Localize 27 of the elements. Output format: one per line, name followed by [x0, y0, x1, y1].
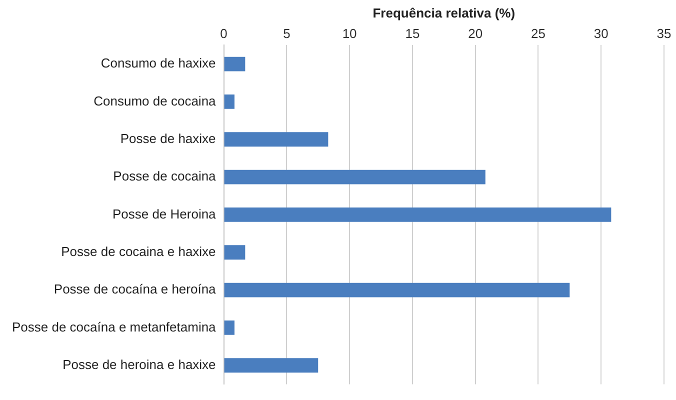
bar [224, 282, 570, 298]
x-tick-label: 25 [530, 26, 546, 41]
y-tick-label: Consumo de cocaina [94, 93, 217, 108]
x-tick-label: 30 [594, 26, 608, 41]
y-tick-label: Posse de haxixe [120, 130, 216, 146]
y-tick-label: Posse de heroina e haxixe [62, 356, 216, 372]
bar [224, 358, 318, 373]
x-tick-label: 10 [342, 26, 357, 41]
bar [224, 170, 486, 184]
y-tick-label: Posse de Heroina [112, 206, 217, 222]
y-tick-label: Posse de cocaina [113, 168, 217, 184]
y-tick-label: Posse de cocaina e haxixe [61, 244, 216, 259]
y-tick-label: Posse de cocaína e metanfetamina [12, 319, 217, 334]
x-tick-label: 20 [468, 26, 483, 41]
bar [224, 132, 328, 147]
bar [224, 245, 246, 260]
x-tick-label: 5 [283, 26, 290, 41]
bar [224, 320, 234, 335]
x-tick-label: 35 [656, 26, 672, 41]
bar [224, 94, 234, 109]
x-axis-title: Frequência relativa (%) [372, 5, 516, 20]
bar [224, 207, 612, 222]
x-tick-label: 0 [220, 26, 228, 41]
y-tick-label: Consumo de haxixe [100, 56, 216, 71]
bar [224, 56, 246, 72]
y-tick-label: Posse de cocaína e heroína [54, 282, 217, 297]
x-tick-label: 15 [405, 26, 420, 41]
